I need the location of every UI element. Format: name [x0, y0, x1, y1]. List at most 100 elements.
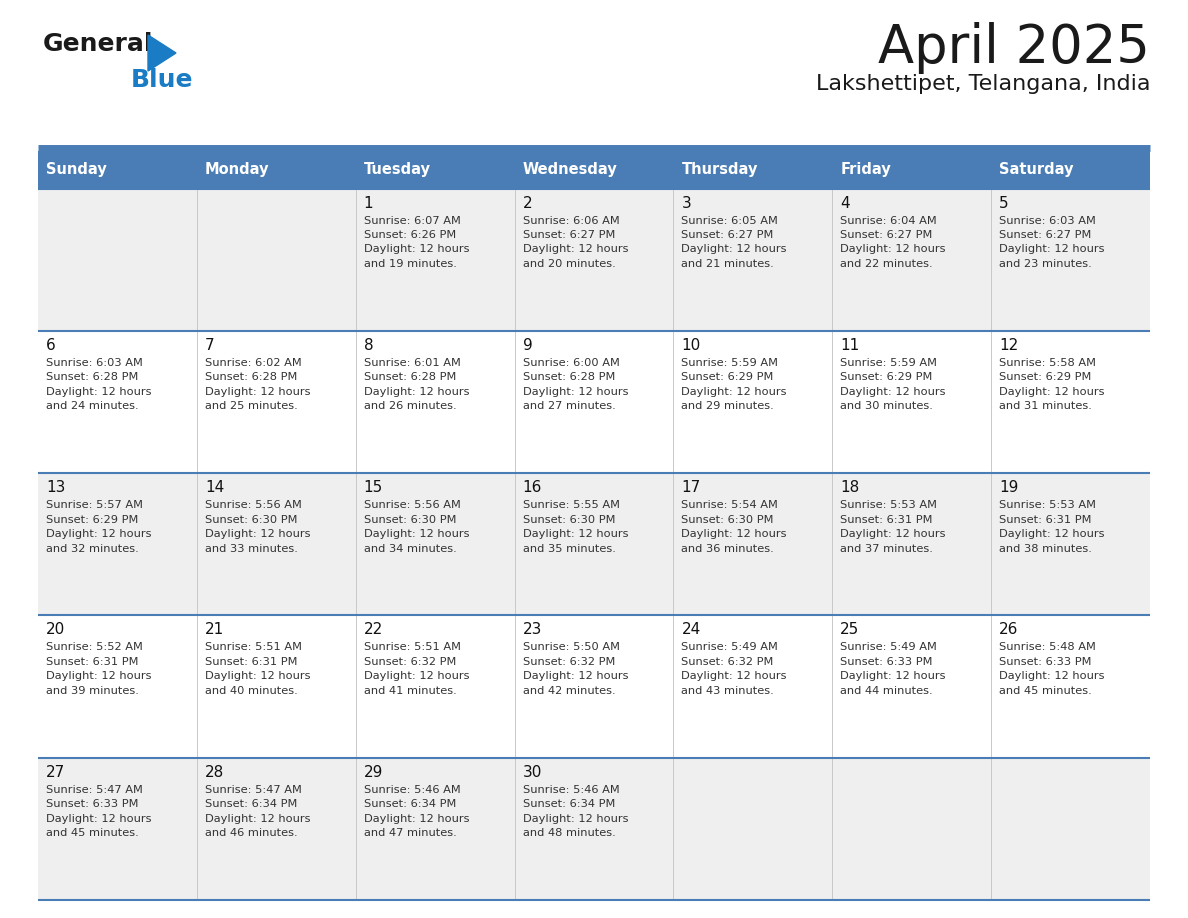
Text: and 29 minutes.: and 29 minutes. [682, 401, 775, 411]
Text: and 27 minutes.: and 27 minutes. [523, 401, 615, 411]
Text: and 31 minutes.: and 31 minutes. [999, 401, 1092, 411]
Bar [38, 188, 1150, 330]
Text: Sunset: 6:33 PM: Sunset: 6:33 PM [46, 800, 139, 809]
Text: Daylight: 12 hours: Daylight: 12 hours [523, 244, 628, 254]
Text: Daylight: 12 hours: Daylight: 12 hours [204, 813, 310, 823]
Text: Sunrise: 5:48 AM: Sunrise: 5:48 AM [999, 643, 1097, 653]
Text: and 23 minutes.: and 23 minutes. [999, 259, 1092, 269]
Text: Sunset: 6:28 PM: Sunset: 6:28 PM [364, 373, 456, 382]
Text: Sunset: 6:27 PM: Sunset: 6:27 PM [682, 230, 773, 240]
Text: Sunrise: 5:49 AM: Sunrise: 5:49 AM [682, 643, 778, 653]
Text: Thursday: Thursday [682, 162, 758, 177]
Text: Daylight: 12 hours: Daylight: 12 hours [682, 386, 786, 397]
Text: Blue: Blue [131, 68, 194, 92]
Text: 28: 28 [204, 765, 225, 779]
Text: Daylight: 12 hours: Daylight: 12 hours [682, 529, 786, 539]
Text: April 2025: April 2025 [878, 22, 1150, 74]
Text: Sunrise: 5:53 AM: Sunrise: 5:53 AM [840, 500, 937, 510]
Text: and 40 minutes.: and 40 minutes. [204, 686, 298, 696]
Text: Sunrise: 5:51 AM: Sunrise: 5:51 AM [204, 643, 302, 653]
Text: Sunset: 6:29 PM: Sunset: 6:29 PM [999, 373, 1092, 382]
Text: and 48 minutes.: and 48 minutes. [523, 828, 615, 838]
Text: Sunrise: 5:54 AM: Sunrise: 5:54 AM [682, 500, 778, 510]
Text: 3: 3 [682, 196, 691, 210]
Text: Sunrise: 5:57 AM: Sunrise: 5:57 AM [46, 500, 143, 510]
Text: and 34 minutes.: and 34 minutes. [364, 543, 456, 554]
Text: Sunrise: 6:03 AM: Sunrise: 6:03 AM [46, 358, 143, 368]
Text: 23: 23 [523, 622, 542, 637]
Text: and 25 minutes.: and 25 minutes. [204, 401, 298, 411]
Text: and 24 minutes.: and 24 minutes. [46, 401, 139, 411]
Text: General: General [43, 32, 153, 56]
Text: Daylight: 12 hours: Daylight: 12 hours [364, 813, 469, 823]
Text: Sunset: 6:32 PM: Sunset: 6:32 PM [364, 657, 456, 666]
Polygon shape [148, 35, 176, 71]
Text: 26: 26 [999, 622, 1018, 637]
Text: 27: 27 [46, 765, 65, 779]
Text: Sunset: 6:28 PM: Sunset: 6:28 PM [46, 373, 138, 382]
Text: and 35 minutes.: and 35 minutes. [523, 543, 615, 554]
Text: Daylight: 12 hours: Daylight: 12 hours [999, 244, 1105, 254]
Text: 14: 14 [204, 480, 225, 495]
Text: Daylight: 12 hours: Daylight: 12 hours [840, 244, 946, 254]
Text: 5: 5 [999, 196, 1009, 210]
Text: Daylight: 12 hours: Daylight: 12 hours [999, 671, 1105, 681]
Text: and 21 minutes.: and 21 minutes. [682, 259, 775, 269]
Text: Sunrise: 5:59 AM: Sunrise: 5:59 AM [682, 358, 778, 368]
Text: Sunrise: 5:47 AM: Sunrise: 5:47 AM [46, 785, 143, 795]
Text: 15: 15 [364, 480, 383, 495]
Text: 2: 2 [523, 196, 532, 210]
Text: Wednesday: Wednesday [523, 162, 618, 177]
Text: and 45 minutes.: and 45 minutes. [46, 828, 139, 838]
Text: Sunrise: 5:55 AM: Sunrise: 5:55 AM [523, 500, 620, 510]
Text: Sunset: 6:27 PM: Sunset: 6:27 PM [840, 230, 933, 240]
Text: and 37 minutes.: and 37 minutes. [840, 543, 933, 554]
Text: and 20 minutes.: and 20 minutes. [523, 259, 615, 269]
Text: Sunrise: 6:00 AM: Sunrise: 6:00 AM [523, 358, 619, 368]
Text: 20: 20 [46, 622, 65, 637]
Text: 10: 10 [682, 338, 701, 353]
Bar [38, 615, 1150, 757]
Text: Daylight: 12 hours: Daylight: 12 hours [364, 529, 469, 539]
Text: and 30 minutes.: and 30 minutes. [840, 401, 933, 411]
Text: 7: 7 [204, 338, 215, 353]
Text: Daylight: 12 hours: Daylight: 12 hours [46, 529, 152, 539]
Text: Daylight: 12 hours: Daylight: 12 hours [840, 529, 946, 539]
Text: 16: 16 [523, 480, 542, 495]
Bar [38, 473, 1150, 615]
Text: 24: 24 [682, 622, 701, 637]
Text: Sunset: 6:29 PM: Sunset: 6:29 PM [840, 373, 933, 382]
Text: 17: 17 [682, 480, 701, 495]
Text: Daylight: 12 hours: Daylight: 12 hours [523, 529, 628, 539]
Bar [38, 330, 1150, 473]
Text: Sunset: 6:31 PM: Sunset: 6:31 PM [204, 657, 297, 666]
Text: Sunset: 6:30 PM: Sunset: 6:30 PM [682, 515, 773, 524]
Text: Tuesday: Tuesday [364, 162, 431, 177]
Text: 22: 22 [364, 622, 383, 637]
Text: Sunrise: 5:59 AM: Sunrise: 5:59 AM [840, 358, 937, 368]
Text: 18: 18 [840, 480, 860, 495]
Text: and 26 minutes.: and 26 minutes. [364, 401, 456, 411]
Text: Sunrise: 5:58 AM: Sunrise: 5:58 AM [999, 358, 1097, 368]
Text: Lakshettipet, Telangana, India: Lakshettipet, Telangana, India [815, 74, 1150, 94]
Text: Sunset: 6:29 PM: Sunset: 6:29 PM [46, 515, 138, 524]
Text: Daylight: 12 hours: Daylight: 12 hours [523, 386, 628, 397]
Text: and 38 minutes.: and 38 minutes. [999, 543, 1092, 554]
Text: Daylight: 12 hours: Daylight: 12 hours [840, 386, 946, 397]
Text: Daylight: 12 hours: Daylight: 12 hours [46, 671, 152, 681]
Text: Sunset: 6:28 PM: Sunset: 6:28 PM [204, 373, 297, 382]
Text: Sunrise: 5:53 AM: Sunrise: 5:53 AM [999, 500, 1097, 510]
Text: 4: 4 [840, 196, 849, 210]
Text: Daylight: 12 hours: Daylight: 12 hours [840, 671, 946, 681]
Text: and 41 minutes.: and 41 minutes. [364, 686, 456, 696]
Text: Daylight: 12 hours: Daylight: 12 hours [364, 386, 469, 397]
Text: Sunrise: 6:03 AM: Sunrise: 6:03 AM [999, 216, 1097, 226]
Text: Sunset: 6:30 PM: Sunset: 6:30 PM [364, 515, 456, 524]
Text: Daylight: 12 hours: Daylight: 12 hours [999, 529, 1105, 539]
Text: Daylight: 12 hours: Daylight: 12 hours [46, 813, 152, 823]
Text: Friday: Friday [840, 162, 891, 177]
Bar [38, 757, 1150, 900]
Text: Daylight: 12 hours: Daylight: 12 hours [999, 386, 1105, 397]
Text: Sunset: 6:32 PM: Sunset: 6:32 PM [682, 657, 773, 666]
Text: Sunrise: 6:07 AM: Sunrise: 6:07 AM [364, 216, 461, 226]
